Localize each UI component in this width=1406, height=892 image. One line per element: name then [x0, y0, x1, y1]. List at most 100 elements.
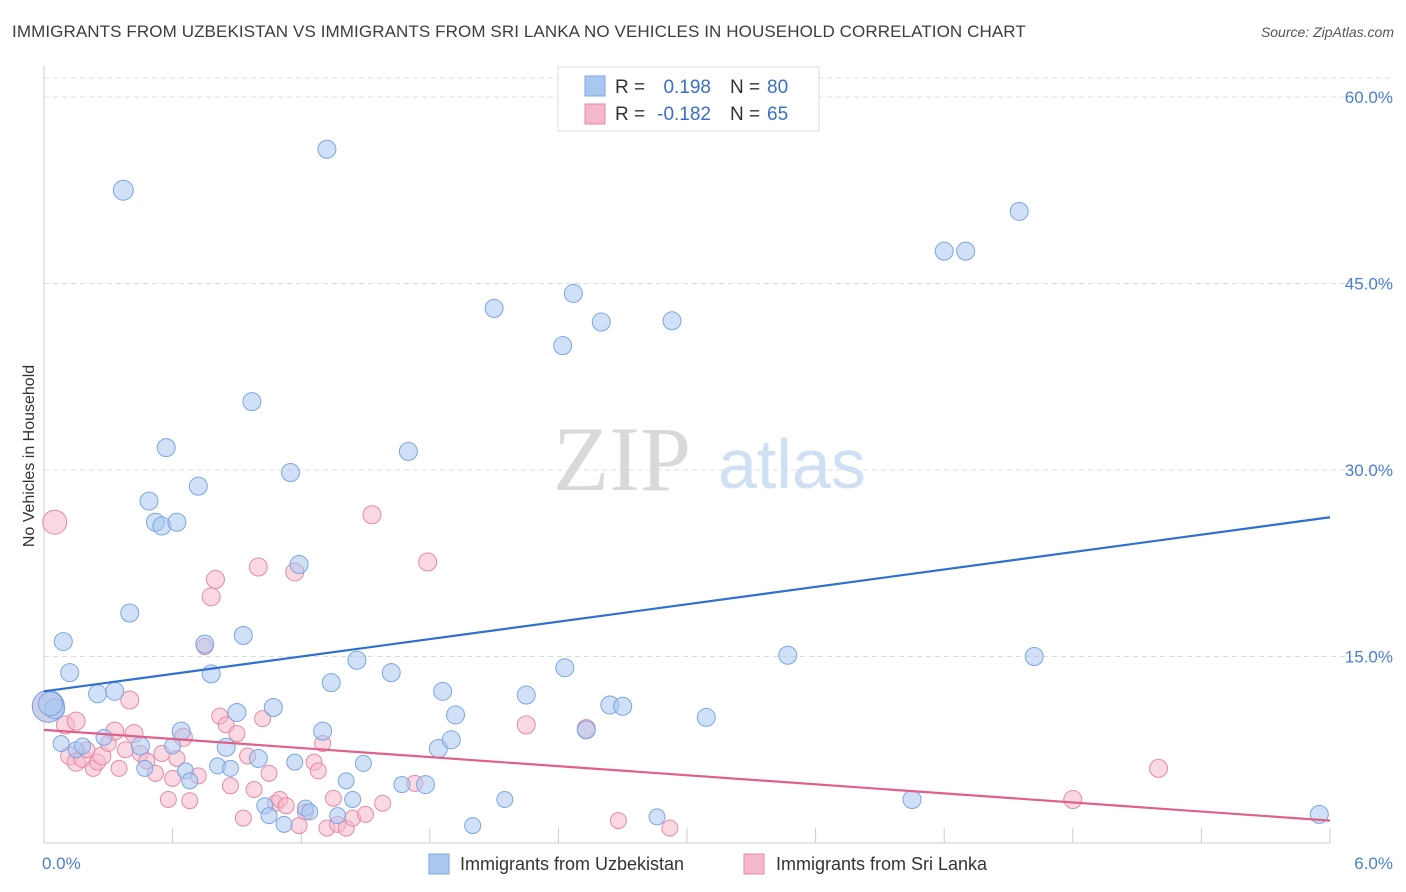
point-uzbekistan: [934, 241, 954, 261]
point-uzbekistan: [37, 691, 63, 717]
y-tick-label: 30.0%: [1345, 461, 1393, 480]
point-uzbekistan: [221, 759, 239, 777]
legend-swatch-sri-lanka: [584, 103, 606, 125]
point-uzbekistan: [105, 681, 125, 701]
point-sri-lanka: [245, 781, 263, 799]
point-uzbekistan: [52, 735, 70, 753]
point-uzbekistan: [347, 650, 367, 670]
legend-r-label-1: R =: [615, 77, 645, 98]
point-sri-lanka: [205, 569, 225, 589]
point-sri-lanka: [324, 789, 342, 807]
point-sri-lanka: [254, 710, 272, 728]
point-uzbekistan: [553, 336, 573, 356]
point-uzbekistan: [195, 634, 215, 654]
point-uzbekistan: [1009, 201, 1029, 221]
point-uzbekistan: [120, 603, 140, 623]
point-uzbekistan: [446, 705, 466, 725]
point-sri-lanka: [661, 819, 679, 837]
point-uzbekistan: [329, 807, 347, 825]
y-axis-label: No Vehicles in Household: [21, 365, 38, 547]
point-uzbekistan: [136, 759, 154, 777]
point-uzbekistan: [344, 790, 362, 808]
point-sri-lanka: [221, 777, 239, 795]
point-sri-lanka: [277, 797, 295, 815]
point-uzbekistan: [576, 720, 596, 740]
point-sri-lanka: [516, 715, 536, 735]
point-uzbekistan: [275, 815, 293, 833]
point-uzbekistan: [484, 298, 504, 318]
legend-r-label-2: R =: [615, 104, 645, 125]
point-uzbekistan: [321, 673, 341, 693]
point-sri-lanka: [66, 711, 86, 731]
point-uzbekistan: [233, 625, 253, 645]
bottom-legend-label-uzbekistan: Immigrants from Uzbekistan: [460, 854, 684, 874]
legend-n-label-2: N =: [730, 104, 760, 125]
point-uzbekistan: [88, 684, 108, 704]
watermark-atlas: atlas: [718, 425, 866, 503]
trend-line-uzbekistan: [43, 516, 1331, 693]
point-uzbekistan: [393, 776, 411, 794]
point-sri-lanka: [42, 509, 68, 535]
chart-source: Source: ZipAtlas.com: [1260, 24, 1394, 40]
point-uzbekistan: [591, 312, 611, 332]
point-uzbekistan: [555, 658, 575, 678]
point-uzbekistan: [696, 707, 716, 727]
legend-r-value-2: -0.182: [657, 104, 711, 125]
bottom-legend-swatch-uzbekistan: [428, 853, 450, 875]
series-uzbekistan-points: [31, 139, 1329, 835]
point-uzbekistan: [227, 702, 247, 722]
point-uzbekistan: [263, 697, 283, 717]
point-uzbekistan: [301, 803, 319, 821]
watermark: ZIP atlas: [553, 408, 866, 510]
point-sri-lanka: [362, 505, 382, 525]
legend-swatch-uzbekistan: [584, 75, 606, 97]
point-sri-lanka: [309, 762, 327, 780]
point-uzbekistan: [648, 808, 666, 826]
legend-n-value-1: 80: [767, 77, 788, 98]
point-uzbekistan: [662, 311, 682, 331]
point-uzbekistan: [139, 491, 159, 511]
point-uzbekistan: [956, 241, 976, 261]
point-sri-lanka: [110, 759, 128, 777]
point-uzbekistan: [216, 737, 236, 757]
point-uzbekistan: [354, 754, 372, 772]
point-sri-lanka: [159, 790, 177, 808]
tick-labels: 15.0% 30.0% 45.0% 60.0% 0.0% 6.0%: [42, 88, 1393, 873]
point-uzbekistan: [381, 663, 401, 683]
point-uzbekistan: [563, 283, 583, 303]
point-sri-lanka: [609, 812, 627, 830]
point-uzbekistan: [60, 663, 80, 683]
point-uzbekistan: [433, 681, 453, 701]
point-uzbekistan: [398, 441, 418, 461]
bottom-legend: Immigrants from Uzbekistan Immigrants fr…: [428, 853, 988, 875]
y-tick-label: 15.0%: [1345, 648, 1393, 667]
point-uzbekistan: [289, 554, 309, 574]
point-uzbekistan: [416, 775, 436, 795]
x-tick-label: 6.0%: [1354, 854, 1393, 873]
point-uzbekistan: [53, 632, 73, 652]
point-uzbekistan: [613, 696, 633, 716]
point-sri-lanka: [234, 809, 252, 827]
x-tick-label: 0.0%: [42, 854, 81, 873]
point-uzbekistan: [260, 807, 278, 825]
point-uzbekistan: [112, 179, 134, 201]
point-sri-lanka: [116, 741, 134, 759]
bottom-legend-swatch-sri-lanka: [743, 853, 765, 875]
point-uzbekistan: [317, 139, 337, 159]
point-uzbekistan: [337, 772, 355, 790]
point-uzbekistan: [130, 736, 150, 756]
point-sri-lanka: [374, 794, 392, 812]
point-sri-lanka: [357, 805, 374, 823]
point-uzbekistan: [95, 728, 113, 746]
point-uzbekistan: [902, 789, 922, 809]
point-uzbekistan: [181, 772, 199, 790]
point-uzbekistan: [1024, 647, 1044, 666]
point-sri-lanka: [181, 792, 199, 810]
point-uzbekistan: [74, 737, 92, 755]
legend-n-value-2: 65: [767, 104, 788, 125]
legend-r-value-1: 0.198: [663, 77, 711, 98]
point-uzbekistan: [464, 817, 482, 835]
point-sri-lanka: [228, 725, 246, 743]
point-uzbekistan: [248, 748, 268, 768]
